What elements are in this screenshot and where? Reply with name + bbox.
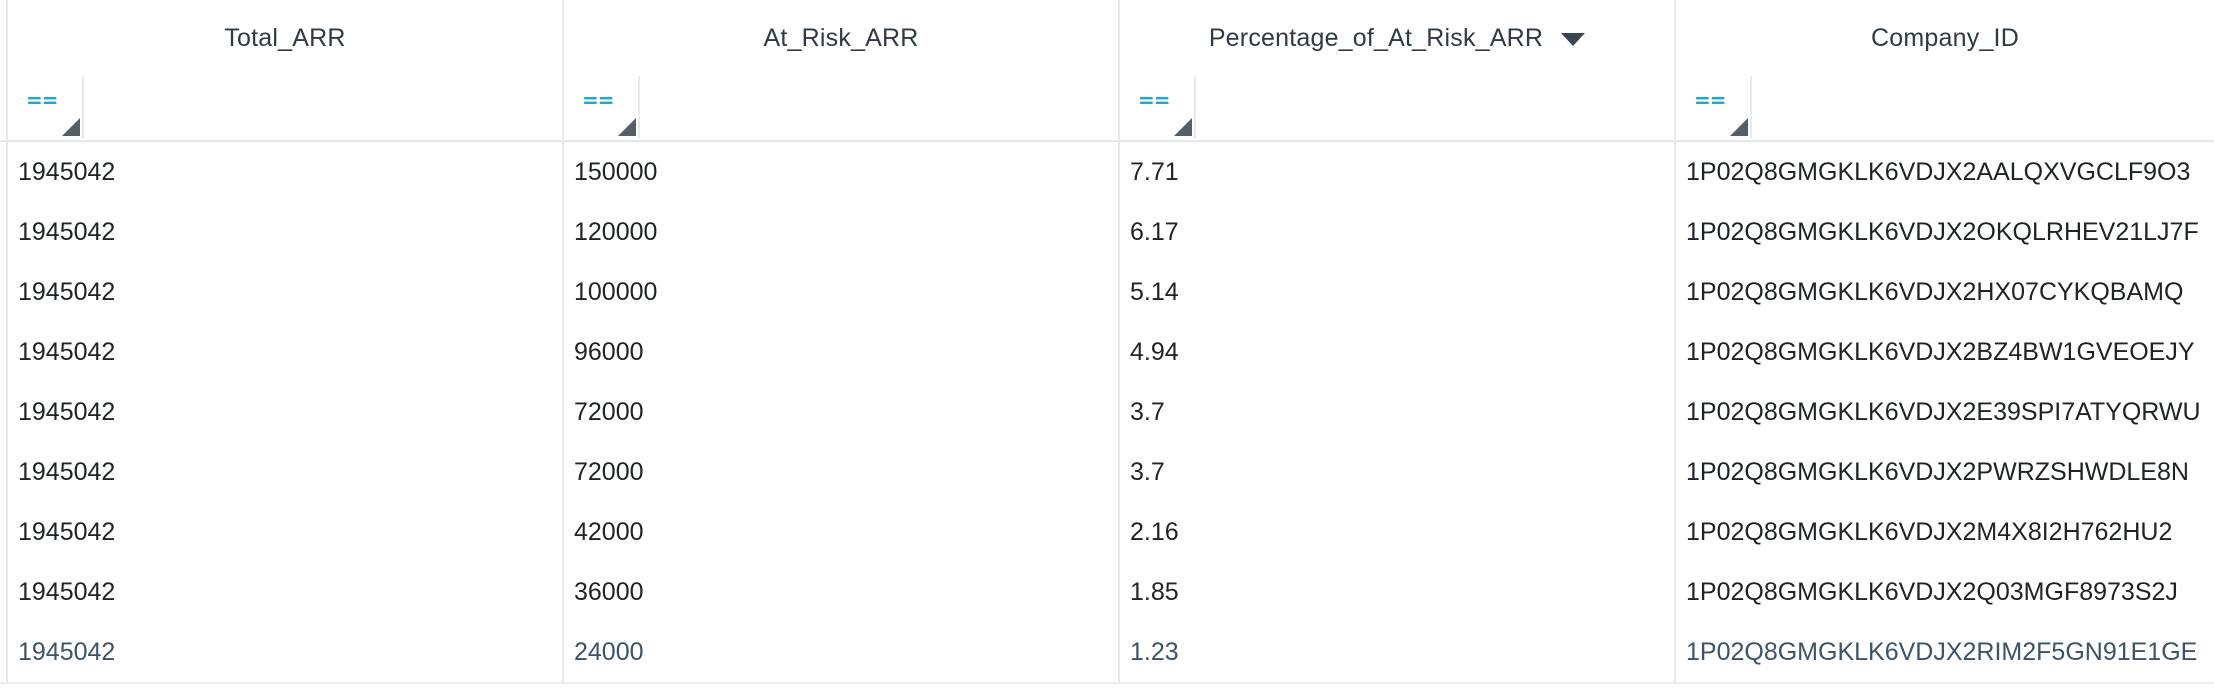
cell-percentage-of-at-risk-arr[interactable]: 2.16 bbox=[1120, 502, 1676, 562]
row-gutter-header bbox=[0, 0, 8, 76]
row-gutter bbox=[0, 622, 8, 682]
table-row[interactable]: 1945042 72000 3.7 1P02Q8GMGKLK6VDJX2E39S… bbox=[0, 382, 2214, 444]
cell-total-arr[interactable]: 1945042 bbox=[8, 322, 564, 382]
cell-company-id[interactable]: 1P02Q8GMGKLK6VDJX2BZ4BW1GVEOEJY bbox=[1686, 337, 2195, 366]
cell-total-arr[interactable]: 1945042 bbox=[8, 142, 564, 202]
table-row[interactable]: 1945042 72000 3.7 1P02Q8GMGKLK6VDJX2PWRZ… bbox=[0, 442, 2214, 504]
row-gutter-filter bbox=[0, 76, 8, 140]
cell-at-risk-arr[interactable]: 36000 bbox=[564, 562, 1120, 622]
resize-corner-icon bbox=[1174, 118, 1192, 136]
cell-company-id[interactable]: 1P02Q8GMGKLK6VDJX2HX07CYKQBAMQ bbox=[1686, 277, 2184, 306]
cell-at-risk-arr[interactable]: 72000 bbox=[564, 382, 1120, 442]
cell-company-id[interactable]: 1P02Q8GMGKLK6VDJX2RIM2F5GN91E1GE bbox=[1686, 637, 2198, 666]
table-row[interactable]: 1945042 150000 7.71 1P02Q8GMGKLK6VDJX2AA… bbox=[0, 142, 2214, 204]
row-gutter bbox=[0, 382, 8, 442]
table-row[interactable]: 1945042 36000 1.85 1P02Q8GMGKLK6VDJX2Q03… bbox=[0, 562, 2214, 624]
table-row[interactable]: 1945042 24000 1.23 1P02Q8GMGKLK6VDJX2RIM… bbox=[0, 622, 2214, 684]
cell-at-risk-arr[interactable]: 24000 bbox=[564, 622, 1120, 682]
cell-at-risk-arr[interactable]: 100000 bbox=[564, 262, 1120, 322]
cell-at-risk-arr[interactable]: 96000 bbox=[564, 322, 1120, 382]
equals-filter-icon: == bbox=[26, 88, 59, 112]
row-gutter bbox=[0, 202, 8, 262]
cell-at-risk-arr[interactable]: 120000 bbox=[564, 202, 1120, 262]
equals-filter-icon: == bbox=[1138, 88, 1171, 112]
cell-at-risk-arr[interactable]: 72000 bbox=[564, 442, 1120, 502]
filter-cell-at-risk-arr[interactable]: == bbox=[564, 76, 1120, 140]
resize-corner-icon bbox=[618, 118, 636, 136]
row-gutter bbox=[0, 322, 8, 382]
cell-percentage-of-at-risk-arr[interactable]: 4.94 bbox=[1120, 322, 1676, 382]
column-header-label: Percentage_of_At_Risk_ARR bbox=[1208, 23, 1544, 52]
filter-operator-button[interactable]: == bbox=[1676, 76, 1752, 138]
cell-total-arr[interactable]: 1945042 bbox=[8, 502, 564, 562]
column-header-label: Company_ID bbox=[1871, 23, 2019, 52]
resize-corner-icon bbox=[62, 118, 80, 136]
filter-cell-total-arr[interactable]: == bbox=[8, 76, 564, 140]
row-gutter bbox=[0, 142, 8, 202]
cell-percentage-of-at-risk-arr[interactable]: 1.23 bbox=[1120, 622, 1676, 682]
cell-at-risk-arr[interactable]: 150000 bbox=[564, 142, 1120, 202]
cell-percentage-of-at-risk-arr[interactable]: 1.85 bbox=[1120, 562, 1676, 622]
cell-total-arr[interactable]: 1945042 bbox=[8, 442, 564, 502]
cell-at-risk-arr[interactable]: 42000 bbox=[564, 502, 1120, 562]
cell-total-arr[interactable]: 1945042 bbox=[8, 382, 564, 442]
row-gutter bbox=[0, 502, 8, 562]
row-gutter bbox=[0, 442, 8, 502]
equals-filter-icon: == bbox=[582, 88, 615, 112]
cell-percentage-of-at-risk-arr[interactable]: 3.7 bbox=[1120, 442, 1676, 502]
filter-cell-percentage-of-at-risk-arr[interactable]: == bbox=[1120, 76, 1676, 140]
cell-percentage-of-at-risk-arr[interactable]: 7.71 bbox=[1120, 142, 1676, 202]
cell-percentage-of-at-risk-arr[interactable]: 3.7 bbox=[1120, 382, 1676, 442]
cell-total-arr[interactable]: 1945042 bbox=[8, 622, 564, 682]
cell-company-id[interactable]: 1P02Q8GMGKLK6VDJX2PWRZSHWDLE8N bbox=[1686, 457, 2189, 486]
column-header-at-risk-arr[interactable]: At_Risk_ARR bbox=[564, 0, 1120, 76]
resize-corner-icon bbox=[1730, 118, 1748, 136]
filter-operator-button[interactable]: == bbox=[8, 76, 84, 138]
table-row[interactable]: 1945042 42000 2.16 1P02Q8GMGKLK6VDJX2M4X… bbox=[0, 502, 2214, 564]
cell-company-id[interactable]: 1P02Q8GMGKLK6VDJX2OKQLRHEV21LJ7F bbox=[1686, 217, 2199, 246]
cell-percentage-of-at-risk-arr[interactable]: 5.14 bbox=[1120, 262, 1676, 322]
cell-total-arr[interactable]: 1945042 bbox=[8, 202, 564, 262]
column-header-label: Total_ARR bbox=[224, 23, 346, 52]
table-row[interactable]: 1945042 100000 5.14 1P02Q8GMGKLK6VDJX2HX… bbox=[0, 262, 2214, 324]
cell-company-id[interactable]: 1P02Q8GMGKLK6VDJX2AALQXVGCLF9O3 bbox=[1686, 157, 2191, 186]
row-gutter bbox=[0, 562, 8, 622]
cell-company-id[interactable]: 1P02Q8GMGKLK6VDJX2E39SPI7ATYQRWU bbox=[1686, 397, 2201, 426]
column-header-label: At_Risk_ARR bbox=[763, 23, 919, 52]
equals-filter-icon: == bbox=[1694, 88, 1727, 112]
cell-total-arr[interactable]: 1945042 bbox=[8, 562, 564, 622]
table-row[interactable]: 1945042 96000 4.94 1P02Q8GMGKLK6VDJX2BZ4… bbox=[0, 322, 2214, 384]
sort-descending-icon[interactable] bbox=[1561, 33, 1586, 46]
filter-operator-button[interactable]: == bbox=[1120, 76, 1196, 138]
row-gutter bbox=[0, 262, 8, 322]
header-row: Total_ARR At_Risk_ARR Percentage_of_At_R… bbox=[0, 0, 2214, 78]
cell-company-id[interactable]: 1P02Q8GMGKLK6VDJX2Q03MGF8973S2J bbox=[1686, 577, 2178, 606]
column-header-percentage-of-at-risk-arr[interactable]: Percentage_of_At_Risk_ARR bbox=[1120, 0, 1676, 76]
table-row[interactable]: 1945042 120000 6.17 1P02Q8GMGKLK6VDJX2OK… bbox=[0, 202, 2214, 264]
filter-cell-company-id[interactable]: == bbox=[1676, 76, 2214, 140]
column-header-total-arr[interactable]: Total_ARR bbox=[8, 0, 564, 76]
cell-company-id[interactable]: 1P02Q8GMGKLK6VDJX2M4X8I2H762HU2 bbox=[1686, 517, 2173, 546]
column-header-company-id[interactable]: Company_ID bbox=[1676, 0, 2214, 76]
cell-total-arr[interactable]: 1945042 bbox=[8, 262, 564, 322]
filter-operator-button[interactable]: == bbox=[564, 76, 640, 138]
filter-row: == == == == bbox=[0, 76, 2214, 142]
cell-percentage-of-at-risk-arr[interactable]: 6.17 bbox=[1120, 202, 1676, 262]
